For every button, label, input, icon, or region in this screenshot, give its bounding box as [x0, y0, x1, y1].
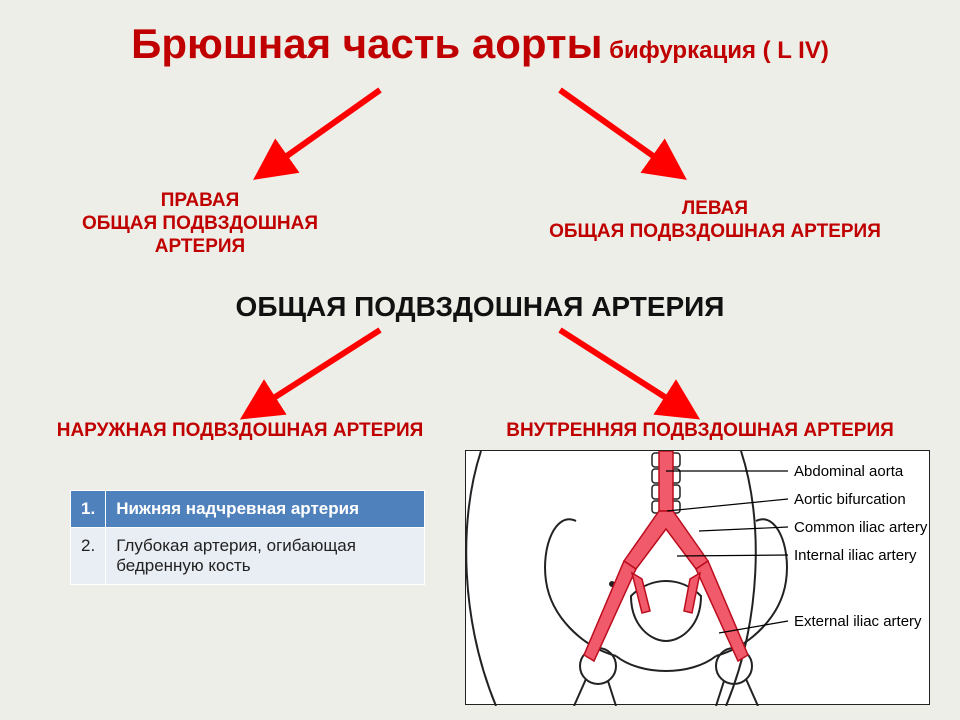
branch-right-common-iliac: ПРАВАЯ ОБЩАЯ ПОДВЗДОШНАЯ АРТЕРИЯ — [40, 190, 360, 258]
leaf-external-iliac: НАРУЖНАЯ ПОДВЗДОШНАЯ АРТЕРИЯ — [30, 420, 450, 443]
table-cell-text: Нижняя надчревная артерия — [106, 491, 425, 528]
branch-left-line2: ОБЩАЯ ПОДВЗДОШНАЯ АРТЕРИЯ — [530, 221, 900, 244]
anatomy-svg — [466, 451, 931, 706]
branch-left-common-iliac: ЛЕВАЯ ОБЩАЯ ПОДВЗДОШНАЯ АРТЕРИЯ — [530, 198, 900, 244]
slide-title: Брюшная часть аорты бифуркация ( L IV) — [0, 20, 960, 68]
table-cell-text: Глубокая артерия, огибающая бедренную ко… — [106, 528, 425, 585]
branch-right-line1: ПРАВАЯ — [40, 190, 360, 213]
anat-label-internal-iliac: Internal iliac artery — [794, 547, 917, 564]
title-sub: бифуркация ( L IV) — [602, 37, 828, 64]
center-heading: ОБЩАЯ ПОДВЗДОШНАЯ АРТЕРИЯ — [0, 290, 960, 324]
table-cell-num: 2. — [71, 528, 106, 585]
anat-label-aortic-bifurcation: Aortic bifurcation — [794, 491, 906, 508]
branch-left-line1: ЛЕВАЯ — [530, 198, 900, 221]
anatomy-diagram: Abdominal aorta Aortic bifurcation Commo… — [465, 450, 930, 705]
anat-label-common-iliac: Common iliac artery — [794, 519, 927, 536]
table-row: 2. Глубокая артерия, огибающая бедренную… — [71, 528, 425, 585]
title-main: Брюшная часть аорты — [131, 20, 602, 67]
table-row: 1. Нижняя надчревная артерия — [71, 491, 425, 528]
branches-table: 1. Нижняя надчревная артерия 2. Глубокая… — [70, 490, 425, 585]
anat-label-abdominal-aorta: Abdominal aorta — [794, 463, 903, 480]
table-cell-num: 1. — [71, 491, 106, 528]
leaf-internal-iliac: ВНУТРЕННЯЯ ПОДВЗДОШНАЯ АРТЕРИЯ — [470, 420, 930, 443]
anat-label-external-iliac: External iliac artery — [794, 613, 922, 630]
branch-right-line2: ОБЩАЯ ПОДВЗДОШНАЯ АРТЕРИЯ — [40, 213, 360, 259]
